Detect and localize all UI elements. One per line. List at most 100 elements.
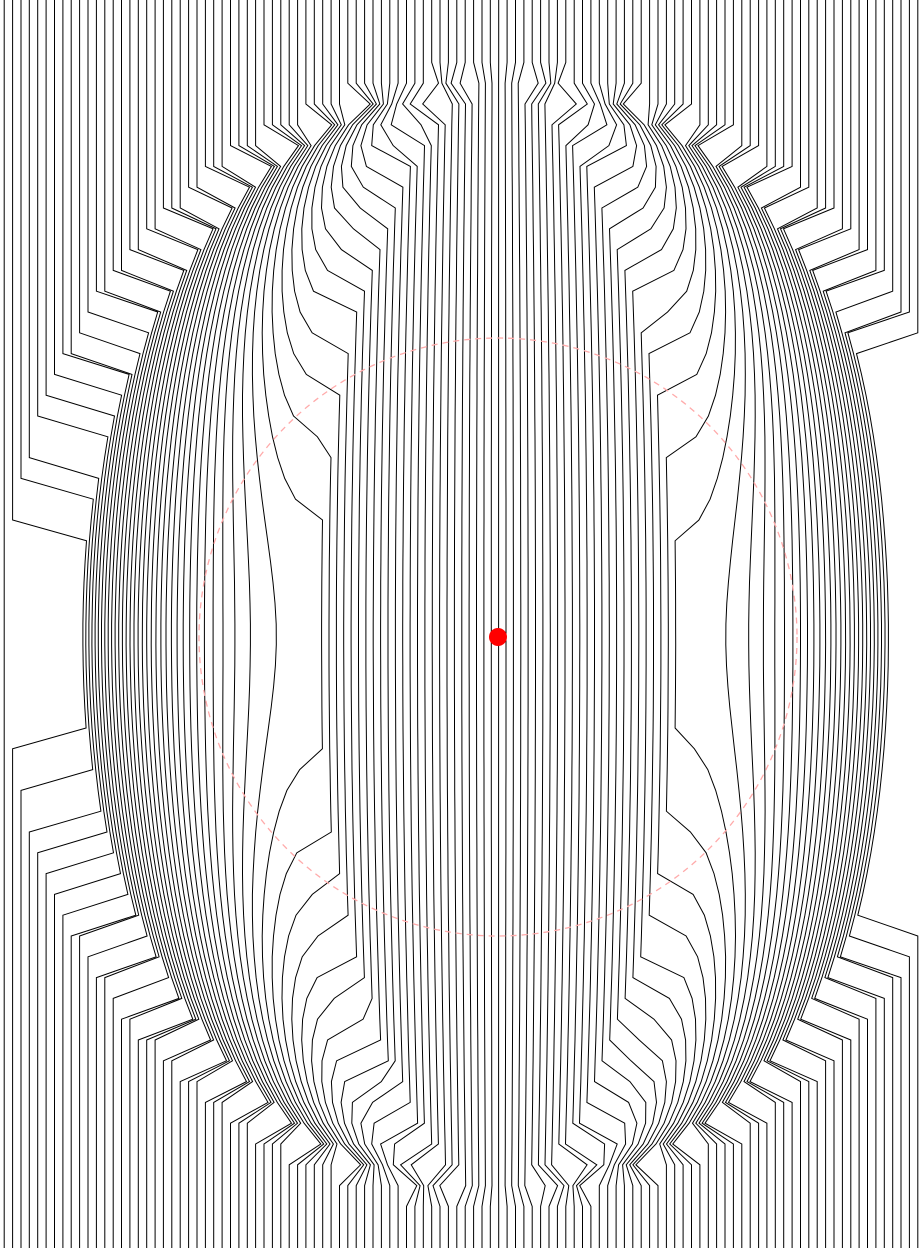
distorted-line	[20, 0, 94, 1248]
distorted-line	[241, 0, 306, 1248]
distorted-line	[760, 0, 832, 1248]
distorted-line	[632, 0, 687, 1248]
distorted-line	[779, 0, 847, 1248]
distorted-line	[222, 0, 300, 1248]
distorted-line	[330, 0, 382, 1248]
distorted-line	[261, 0, 325, 1248]
distorted-line	[812, 0, 868, 1248]
distorted-line	[176, 0, 254, 1248]
distorted-line	[718, 0, 794, 1248]
distorted-line	[379, 0, 419, 1248]
distorted-line	[544, 0, 565, 1248]
distorted-line	[809, 0, 864, 1248]
distorted-line	[251, 0, 322, 1248]
distorted-line	[28, 0, 102, 1248]
distorted-line	[624, 0, 677, 1248]
distorted-line	[311, 0, 366, 1248]
distorted-line	[137, 0, 199, 1248]
distorted-line	[281, 0, 341, 1248]
distorted-line	[746, 0, 827, 1248]
distorted-line	[459, 0, 473, 1248]
distorted-line	[608, 0, 658, 1248]
distorted-line	[133, 0, 194, 1248]
distorted-line	[691, 0, 756, 1248]
distorted-line	[170, 0, 251, 1248]
distorted-line	[616, 0, 667, 1248]
distorted-line	[439, 0, 460, 1248]
distorted-line	[511, 0, 516, 1248]
distorted-line	[196, 0, 276, 1248]
lens-center-dot	[489, 628, 507, 646]
distorted-line	[688, 0, 746, 1248]
distorted-line	[271, 0, 333, 1248]
distorted-line	[432, 0, 453, 1248]
distorted-line	[504, 0, 508, 1248]
distorted-line	[704, 0, 785, 1248]
distorted-line	[551, 0, 578, 1248]
distorted-line	[481, 0, 486, 1248]
distorted-line	[189, 0, 273, 1248]
distorted-line	[564, 0, 598, 1248]
distorted-line	[601, 0, 648, 1248]
distorted-line	[232, 0, 303, 1248]
distorted-line	[129, 0, 185, 1248]
distorted-line	[104, 0, 162, 1248]
lens-radius-circle	[198, 337, 798, 937]
distorted-line	[648, 0, 707, 1248]
distorted-line	[121, 0, 180, 1248]
distorted-line	[835, 0, 894, 1248]
distorted-line	[350, 0, 396, 1248]
distorted-line	[743, 0, 821, 1248]
distorted-line	[79, 0, 141, 1248]
distorted-line	[301, 0, 358, 1248]
distorted-line	[640, 0, 697, 1248]
distorted-line	[360, 0, 404, 1248]
distorted-line	[740, 0, 815, 1248]
distorted-line	[572, 0, 608, 1248]
distorted-line	[664, 0, 727, 1248]
distorted-line	[371, 0, 411, 1248]
distorted-line	[54, 0, 123, 1248]
distorted-line	[825, 0, 885, 1248]
distorted-line	[839, 0, 902, 1248]
distorted-line	[721, 0, 801, 1248]
distorted-line	[794, 0, 855, 1248]
distorted-line	[112, 0, 172, 1248]
distorted-line	[87, 0, 150, 1248]
distorted-line	[212, 0, 293, 1248]
distorted-line	[141, 0, 202, 1248]
distorted-line	[390, 0, 426, 1248]
vertical-lines-group	[3, 0, 919, 1248]
distorted-line	[160, 0, 233, 1248]
distorted-line	[524, 0, 539, 1248]
distorted-line	[146, 0, 214, 1248]
distorted-line	[822, 0, 877, 1248]
distorted-line	[473, 0, 480, 1248]
distorted-line	[694, 0, 766, 1248]
distorted-line	[517, 0, 525, 1248]
distorted-line	[593, 0, 638, 1248]
distorted-line	[320, 0, 373, 1248]
distorted-line	[489, 0, 493, 1248]
distorted-line	[558, 0, 588, 1248]
distorted-line	[150, 0, 217, 1248]
distorted-line	[769, 0, 842, 1248]
distorted-line	[399, 0, 433, 1248]
distorted-line	[70, 0, 137, 1248]
distorted-line	[672, 0, 737, 1248]
distorted-line	[797, 0, 860, 1248]
distorted-line	[782, 0, 851, 1248]
distorted-line	[165, 0, 236, 1248]
distorted-line	[531, 0, 547, 1248]
distorted-line	[855, 0, 919, 1248]
distorted-line	[697, 0, 776, 1248]
distorted-line	[182, 0, 257, 1248]
distorted-line	[422, 0, 447, 1248]
distorted-line	[291, 0, 349, 1248]
distorted-line	[37, 0, 109, 1248]
distorted-line	[578, 0, 618, 1248]
distorted-line	[727, 0, 808, 1248]
